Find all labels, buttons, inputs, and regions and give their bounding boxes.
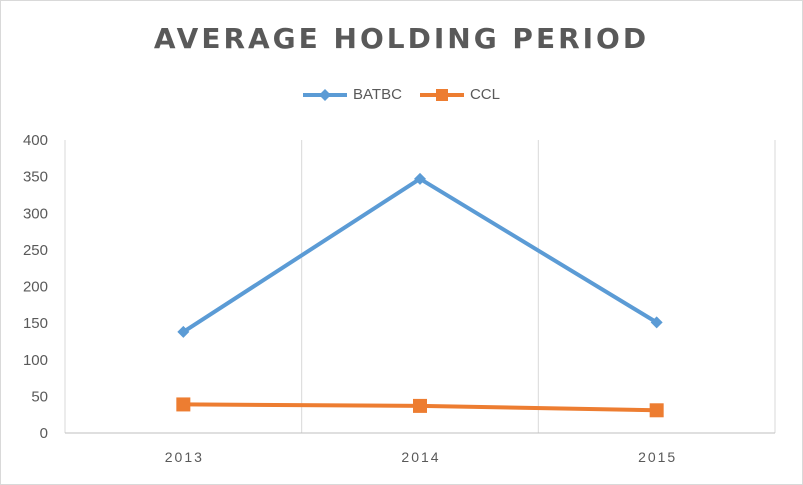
legend-label-batbc: BATBC bbox=[353, 86, 402, 103]
y-tick-label: 100 bbox=[23, 352, 48, 369]
data-point-batbc bbox=[177, 325, 190, 338]
legend-label-ccl: CCL bbox=[469, 86, 500, 103]
series-line-batbc bbox=[182, 176, 658, 334]
y-tick-label: 200 bbox=[23, 279, 48, 296]
data-point-batbc bbox=[650, 316, 663, 329]
y-tick-label: 300 bbox=[23, 205, 48, 222]
legend-marker-square-icon bbox=[419, 88, 464, 101]
data-point-batbc bbox=[414, 172, 426, 185]
y-tick-label: 150 bbox=[23, 315, 48, 332]
chart-title: AVERAGE HOLDING PERIOD bbox=[153, 22, 650, 55]
y-tick-label: 50 bbox=[31, 388, 48, 405]
x-tick-label: 2014 bbox=[401, 449, 440, 465]
y-tick-label: 250 bbox=[23, 242, 48, 259]
y-tick-label: 400 bbox=[23, 132, 48, 149]
legend-item-batbc: BATBC bbox=[303, 86, 402, 103]
data-point-ccl bbox=[176, 397, 191, 412]
x-tick-label: 2013 bbox=[165, 449, 204, 465]
y-tick-label: 0 bbox=[40, 425, 48, 442]
data-point-ccl bbox=[413, 398, 427, 413]
legend-marker-diamond-icon bbox=[303, 88, 348, 101]
data-point-ccl bbox=[649, 403, 664, 418]
x-tick-label: 2015 bbox=[638, 449, 677, 465]
y-tick-label: 350 bbox=[23, 169, 48, 186]
legend-item-ccl: CCL bbox=[419, 86, 500, 103]
chart-legend: BATBC CCL bbox=[0, 86, 803, 103]
